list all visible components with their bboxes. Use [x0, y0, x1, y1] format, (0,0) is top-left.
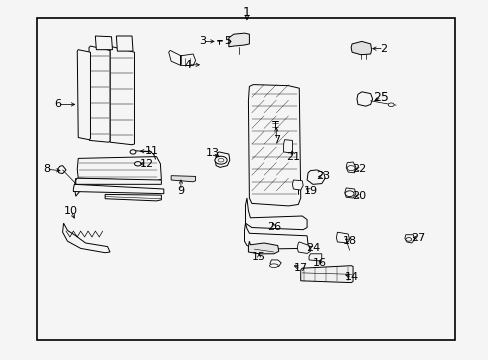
Text: 12: 12 — [140, 159, 153, 169]
Ellipse shape — [269, 264, 278, 267]
Text: 13: 13 — [205, 148, 219, 158]
Polygon shape — [346, 162, 355, 173]
Ellipse shape — [346, 166, 354, 171]
Polygon shape — [95, 36, 112, 50]
Polygon shape — [248, 241, 278, 254]
Polygon shape — [105, 194, 161, 201]
Polygon shape — [89, 46, 110, 142]
Polygon shape — [77, 50, 90, 140]
Ellipse shape — [405, 238, 411, 241]
Text: 3: 3 — [199, 36, 206, 46]
Text: 20: 20 — [352, 191, 366, 201]
Polygon shape — [110, 47, 134, 145]
Text: 1: 1 — [243, 6, 250, 19]
Ellipse shape — [215, 156, 226, 164]
Polygon shape — [215, 152, 229, 167]
Text: 17: 17 — [293, 263, 307, 273]
Text: 4: 4 — [184, 60, 191, 70]
Polygon shape — [404, 235, 414, 243]
Polygon shape — [344, 188, 355, 198]
Polygon shape — [336, 232, 349, 243]
Polygon shape — [269, 260, 281, 266]
Text: 14: 14 — [345, 272, 358, 282]
Polygon shape — [62, 223, 110, 253]
Text: 26: 26 — [266, 222, 280, 232]
Text: 15: 15 — [252, 252, 265, 262]
Polygon shape — [244, 223, 307, 249]
Text: 19: 19 — [303, 186, 317, 196]
Polygon shape — [168, 50, 195, 66]
Polygon shape — [77, 157, 161, 181]
Polygon shape — [58, 166, 66, 174]
Polygon shape — [171, 176, 195, 182]
Polygon shape — [356, 92, 372, 106]
Polygon shape — [228, 33, 249, 47]
Polygon shape — [73, 184, 163, 194]
Ellipse shape — [218, 158, 224, 162]
Text: 18: 18 — [342, 236, 356, 246]
Polygon shape — [297, 242, 310, 253]
Polygon shape — [248, 85, 300, 206]
Text: 24: 24 — [305, 243, 320, 253]
Polygon shape — [116, 36, 133, 51]
Polygon shape — [292, 180, 303, 190]
Text: 22: 22 — [351, 164, 366, 174]
Ellipse shape — [345, 191, 353, 197]
Polygon shape — [308, 254, 321, 261]
Polygon shape — [259, 218, 267, 221]
Text: 7: 7 — [272, 135, 279, 145]
Polygon shape — [306, 170, 325, 184]
Text: 6: 6 — [54, 99, 61, 109]
Bar — [37, 18, 454, 340]
Text: 25: 25 — [373, 91, 388, 104]
Text: 21: 21 — [286, 152, 300, 162]
Polygon shape — [74, 178, 83, 196]
Polygon shape — [245, 198, 306, 230]
Polygon shape — [300, 266, 352, 283]
Text: 9: 9 — [177, 186, 184, 196]
Ellipse shape — [134, 162, 141, 166]
Text: 16: 16 — [313, 258, 326, 268]
Text: 27: 27 — [410, 233, 425, 243]
Polygon shape — [350, 41, 371, 55]
Text: 2: 2 — [380, 44, 386, 54]
Polygon shape — [283, 140, 292, 153]
Text: 10: 10 — [64, 206, 78, 216]
Text: 11: 11 — [144, 146, 158, 156]
Ellipse shape — [130, 150, 136, 154]
Polygon shape — [76, 178, 161, 184]
Polygon shape — [271, 220, 279, 224]
Ellipse shape — [387, 103, 393, 107]
Text: 5: 5 — [224, 36, 230, 46]
Text: 8: 8 — [43, 164, 50, 174]
Text: 23: 23 — [315, 171, 329, 181]
